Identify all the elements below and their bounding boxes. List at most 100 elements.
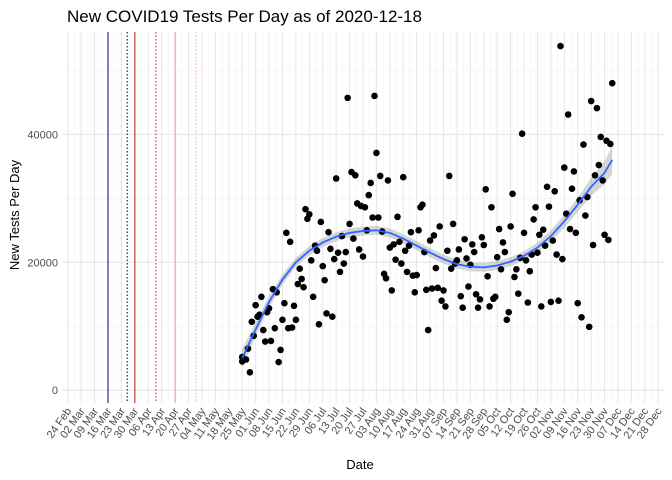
data-point	[470, 248, 478, 256]
data-point	[453, 257, 461, 264]
data-point	[549, 237, 557, 244]
chart-title: New COVID19 Tests Per Day as of 2020-12-…	[67, 7, 422, 26]
data-point	[388, 287, 396, 294]
data-point	[277, 346, 284, 354]
data-point	[281, 299, 288, 307]
data-point	[507, 223, 514, 230]
data-point	[342, 248, 350, 256]
data-point	[455, 246, 463, 253]
data-point	[474, 304, 482, 311]
data-point	[514, 290, 522, 297]
data-point	[271, 324, 279, 332]
data-point	[344, 94, 351, 102]
data-point	[407, 228, 415, 236]
data-point	[329, 313, 336, 320]
data-point	[246, 368, 254, 376]
data-point	[288, 324, 296, 331]
data-point	[445, 172, 453, 180]
data-point	[472, 290, 480, 298]
data-point	[430, 232, 438, 239]
data-points	[238, 42, 616, 376]
data-point	[367, 179, 374, 187]
data-point	[476, 296, 484, 303]
smooth-line	[241, 159, 614, 359]
data-point	[436, 223, 443, 230]
data-point	[302, 205, 309, 213]
data-point	[505, 308, 513, 316]
data-point	[566, 225, 574, 233]
data-point	[524, 299, 532, 306]
data-point	[242, 356, 250, 363]
data-point	[390, 241, 397, 248]
data-point	[330, 255, 338, 263]
data-point	[447, 265, 455, 272]
data-point	[545, 203, 553, 210]
data-point	[398, 260, 405, 267]
data-point	[373, 149, 380, 157]
data-point	[405, 242, 413, 249]
data-point	[599, 177, 606, 184]
data-point	[419, 201, 426, 209]
data-point	[424, 326, 432, 334]
data-point	[321, 276, 328, 284]
data-point	[334, 249, 342, 256]
data-point	[574, 299, 582, 307]
data-point	[434, 284, 442, 292]
data-point	[587, 97, 595, 105]
data-point	[392, 256, 399, 264]
gridlines	[62, 32, 664, 403]
reference-lines	[107, 32, 197, 403]
data-point	[307, 257, 315, 264]
data-point	[336, 268, 344, 276]
x-axis-label: Date	[346, 457, 373, 472]
y-tick-label: 40000	[27, 129, 58, 141]
data-point	[260, 326, 267, 334]
data-point	[536, 231, 543, 239]
data-point	[286, 238, 294, 246]
data-point	[403, 268, 411, 276]
data-point	[323, 310, 330, 317]
data-point	[480, 241, 488, 249]
data-point	[355, 246, 363, 253]
data-point	[578, 313, 585, 321]
data-point	[432, 264, 440, 272]
data-point	[541, 242, 549, 249]
data-point	[605, 236, 612, 244]
data-point	[275, 358, 282, 366]
data-point	[589, 241, 597, 249]
data-point	[468, 241, 476, 248]
data-point	[267, 337, 275, 345]
data-point	[325, 228, 332, 236]
data-point	[396, 238, 403, 246]
data-point	[561, 164, 568, 171]
data-point	[530, 216, 537, 223]
data-point	[444, 247, 451, 255]
data-point	[375, 214, 382, 221]
data-point	[359, 253, 367, 260]
data-point	[568, 185, 576, 193]
data-point	[518, 130, 526, 138]
data-point	[580, 141, 587, 148]
data-point	[261, 338, 269, 345]
data-point	[401, 247, 409, 255]
data-point	[465, 283, 472, 290]
data-point	[252, 301, 259, 309]
data-point	[597, 133, 605, 141]
data-point	[499, 239, 507, 246]
data-point	[298, 275, 305, 283]
data-point	[497, 266, 505, 273]
data-point	[526, 267, 534, 275]
y-tick-label: 20000	[27, 257, 58, 269]
data-point	[601, 231, 608, 239]
data-point	[495, 225, 503, 233]
data-point	[426, 237, 434, 244]
data-point	[352, 171, 359, 179]
data-point	[290, 302, 298, 310]
data-point	[292, 316, 300, 324]
data-point	[313, 247, 321, 255]
data-point	[309, 293, 317, 301]
data-point	[501, 248, 509, 256]
data-point	[509, 190, 516, 198]
data-point	[296, 265, 304, 272]
